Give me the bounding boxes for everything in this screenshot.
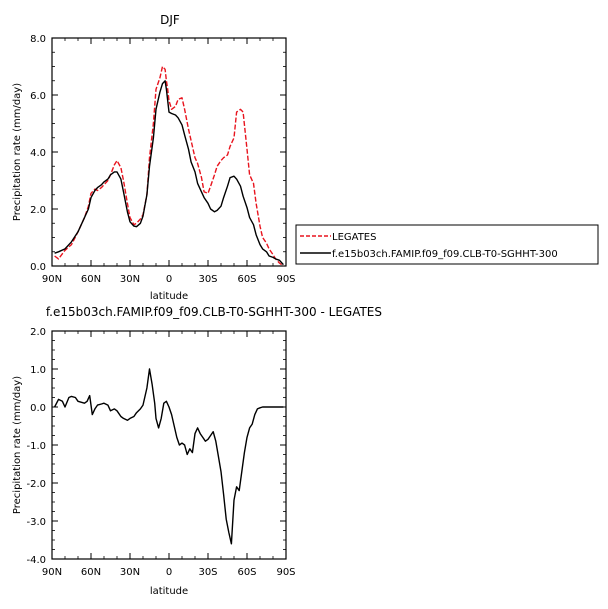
- bottom-y-tick-label: 0.0: [30, 403, 46, 414]
- bottom-y-tick-label: -2.0: [26, 479, 46, 490]
- bottom-x-tick-label: 90S: [276, 567, 295, 578]
- legend-label-legates: LEGATES: [332, 232, 376, 243]
- bottom-x-tick-label: 60N: [81, 567, 101, 578]
- legend-box: [295, 224, 599, 265]
- bottom-y-tick-label: -1.0: [26, 441, 46, 452]
- bottom-y-tick-label: -4.0: [26, 555, 46, 566]
- bottom-x-tick-label: 0: [166, 567, 172, 578]
- bottom-y-tick-label: -3.0: [26, 517, 46, 528]
- top-x-tick-label: 60N: [81, 274, 101, 285]
- top-y-axis-label: Precipitation rate (mm/day): [12, 83, 23, 221]
- bottom-x-tick-label: 90N: [42, 567, 62, 578]
- bottom-x-ticks: 90N 60N 30N 0 30S 60S 90S: [42, 331, 296, 578]
- top-y-ticks: 0.0 2.0 4.0 6.0 8.0: [30, 34, 286, 273]
- bottom-x-tick-label: 30S: [198, 567, 217, 578]
- top-x-tick-label: 60S: [237, 274, 256, 285]
- top-series-lines: [54, 65, 284, 267]
- top-x-ticks: 90N 60N 30N 0 30S 60S 90S: [42, 38, 296, 285]
- top-x-tick-label: 30N: [120, 274, 140, 285]
- bottom-chart-title: f.e15b03ch.FAMIP.f09_f09.CLB-T0-SGHHT-30…: [46, 305, 382, 319]
- bottom-series-lines: [53, 368, 284, 545]
- legend-label-model: f.e15b03ch.FAMIP.f09_f09.CLB-T0-SGHHT-30…: [332, 249, 558, 260]
- bottom-plot-frame: [51, 330, 287, 560]
- top-y-tick-label: 2.0: [30, 205, 46, 216]
- top-y-tick-label: 6.0: [30, 91, 46, 102]
- top-series-line-1: [54, 65, 284, 267]
- top-x-tick-label: 90S: [276, 274, 295, 285]
- bottom-series-line-1: [53, 368, 284, 545]
- top-x-axis-label: latitude: [150, 291, 188, 302]
- top-y-tick-label: 8.0: [30, 34, 46, 45]
- top-series-line-2: [54, 80, 284, 266]
- legend: LEGATES f.e15b03ch.FAMIP.f09_f09.CLB-T0-…: [295, 224, 599, 265]
- bottom-panel: f.e15b03ch.FAMIP.f09_f09.CLB-T0-SGHHT-30…: [12, 305, 382, 597]
- top-y-tick-label: 4.0: [30, 148, 46, 159]
- bottom-x-axis-label: latitude: [150, 586, 188, 597]
- top-y-tick-label: 0.0: [30, 262, 46, 273]
- bottom-x-tick-label: 30N: [120, 567, 140, 578]
- top-x-tick-label: 90N: [42, 274, 62, 285]
- bottom-x-tick-label: 60S: [237, 567, 256, 578]
- top-x-tick-label: 30S: [198, 274, 217, 285]
- top-x-tick-label: 0: [166, 274, 172, 285]
- top-chart-title: DJF: [160, 13, 180, 27]
- bottom-y-tick-label: 1.0: [30, 365, 46, 376]
- bottom-y-tick-label: 2.0: [30, 327, 46, 338]
- bottom-y-axis-label: Precipitation rate (mm/day): [12, 376, 23, 514]
- bottom-y-ticks: -4.0 -3.0 -2.0 -1.0 0.0 1.0 2.0: [26, 327, 286, 566]
- top-plot-frame: [51, 37, 287, 267]
- top-panel: DJF 0.02.04.06.08.0 90N 60N 30N 0 30S 60S 90S …: [12, 13, 296, 302]
